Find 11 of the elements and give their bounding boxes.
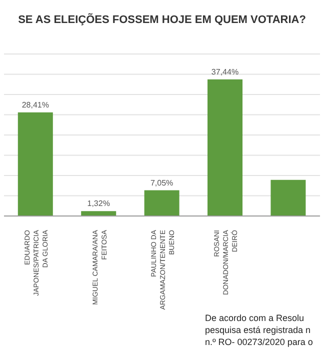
bar: [270, 180, 306, 216]
chart-title: SE AS ELEIÇÕES FOSSEM HOJE EM QUEM VOTARIA?: [17, 14, 307, 26]
data-label: 37,44%: [211, 67, 239, 76]
note-text: De acordo com a Resolu pesquisa está registrada n n.º RO- 00273/2020 para o: [205, 312, 313, 348]
data-label: 28,41%: [22, 100, 49, 110]
bar: [208, 79, 243, 216]
data-label: 7,05%: [150, 178, 174, 188]
bar: [18, 112, 53, 216]
bar: [81, 211, 116, 216]
bar: [144, 190, 180, 216]
data-label: 1,32%: [87, 199, 110, 208]
